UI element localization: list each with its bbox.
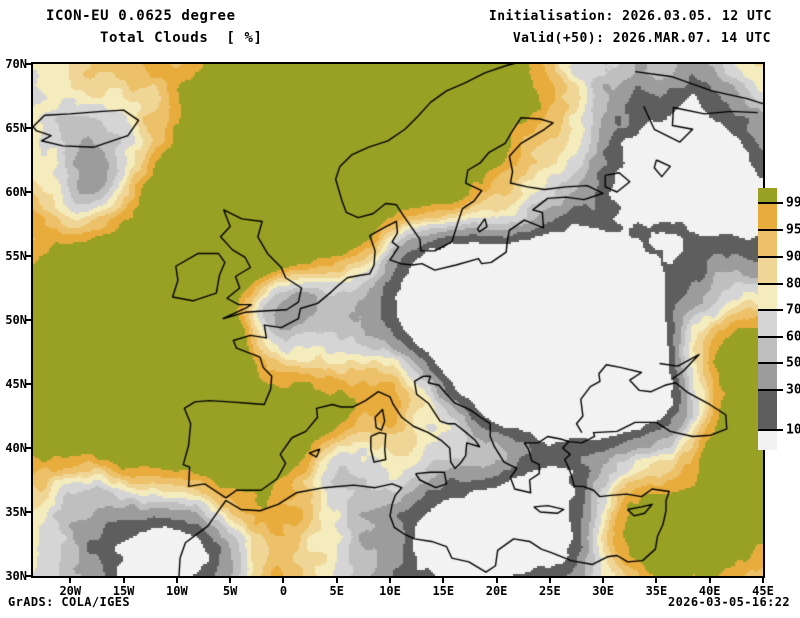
colorbar-label: 70 <box>786 302 800 318</box>
colorbar-segment <box>758 430 777 450</box>
colorbar-label: 30 <box>786 382 800 398</box>
lat-tick <box>25 255 32 257</box>
colorbar-segment <box>758 188 777 203</box>
lon-tick <box>442 578 445 583</box>
lat-label: 60N <box>5 185 27 199</box>
lon-tick <box>122 578 125 583</box>
lon-tick <box>229 578 232 583</box>
lat-tick <box>25 447 32 449</box>
variable-title: Total Clouds [ %] <box>100 30 263 46</box>
colorbar-segment <box>758 363 777 390</box>
colorbar-segment <box>758 284 777 310</box>
colorbar-tick <box>758 202 783 204</box>
lon-label: 45E <box>752 584 774 598</box>
lon-tick <box>548 578 551 583</box>
lat-label: 55N <box>5 249 27 263</box>
lat-label: 70N <box>5 57 27 71</box>
lat-label: 30N <box>5 569 27 583</box>
cloud-cover-map <box>33 64 763 576</box>
colorbar-segment <box>758 203 777 230</box>
lat-label: 65N <box>5 121 27 135</box>
valid-time: Valid(+50): 2026.MAR.07. 14 UTC <box>512 31 771 46</box>
init-time: Initialisation: 2026.03.05. 12 UTC <box>488 9 772 24</box>
lon-label: 15E <box>432 584 455 598</box>
grads-credit: GrADS: COLA/IGES <box>8 595 130 609</box>
lat-label: 45N <box>5 377 27 391</box>
lon-label: 5W <box>222 584 238 598</box>
lon-label: 10W <box>166 584 188 598</box>
lon-tick <box>335 578 338 583</box>
lat-tick <box>25 319 32 321</box>
colorbar-label: 90 <box>786 249 800 265</box>
lon-label: 30E <box>592 584 614 598</box>
lon-label: 15W <box>112 584 135 598</box>
colorbar-segment <box>758 310 777 337</box>
lon-label: 25E <box>539 584 561 598</box>
colorbar-label: 60 <box>786 329 800 345</box>
colorbar-tick <box>758 389 783 391</box>
colorbar-label: 95 <box>786 222 800 238</box>
colorbar-tick <box>758 429 783 431</box>
colorbar-segment <box>758 337 777 363</box>
lon-tick <box>708 578 711 583</box>
lon-label: 20E <box>485 584 508 598</box>
lon-tick <box>602 578 605 583</box>
colorbar-label: 10 <box>786 422 800 438</box>
lat-label: 40N <box>5 441 27 455</box>
lat-tick <box>25 383 32 385</box>
colorbar-tick <box>758 309 783 311</box>
colorbar-tick <box>758 362 783 364</box>
colorbar-tick <box>758 256 783 258</box>
lat-label: 35N <box>5 505 27 519</box>
colorbar-segment <box>758 257 777 284</box>
lon-tick <box>389 578 391 583</box>
lon-tick <box>282 578 285 583</box>
colorbar-label: 80 <box>786 276 800 292</box>
lon-label: 20W <box>59 584 82 598</box>
lon-label: 0 <box>279 584 288 598</box>
lon-label: 40E <box>698 584 721 598</box>
colorbar-tick <box>758 336 783 338</box>
colorbar-tick <box>758 229 783 231</box>
lon-tick <box>175 578 178 583</box>
lon-label: 5E <box>329 584 344 598</box>
map-frame <box>31 62 765 578</box>
render-timestamp: 2026-03-05-16:22 <box>668 595 790 609</box>
lon-label: 35E <box>645 584 668 598</box>
lat-label: 50N <box>5 313 27 327</box>
colorbar-tick <box>758 283 783 285</box>
lon-tick <box>69 578 72 583</box>
lon-tick <box>762 578 764 583</box>
lon-tick <box>495 578 498 583</box>
lon-label: 10E <box>379 584 401 598</box>
colorbar-label: 99.5 <box>786 195 800 211</box>
colorbar-label: 50 <box>786 355 800 371</box>
colorbar-segment <box>758 390 777 430</box>
lat-tick <box>25 575 32 577</box>
model-title: ICON-EU 0.0625 degree <box>46 8 236 24</box>
lat-tick <box>25 63 32 65</box>
lat-tick <box>25 191 32 193</box>
lat-tick <box>25 127 32 129</box>
lat-tick <box>25 511 32 513</box>
colorbar-segment <box>758 230 777 257</box>
lon-tick <box>655 578 658 583</box>
